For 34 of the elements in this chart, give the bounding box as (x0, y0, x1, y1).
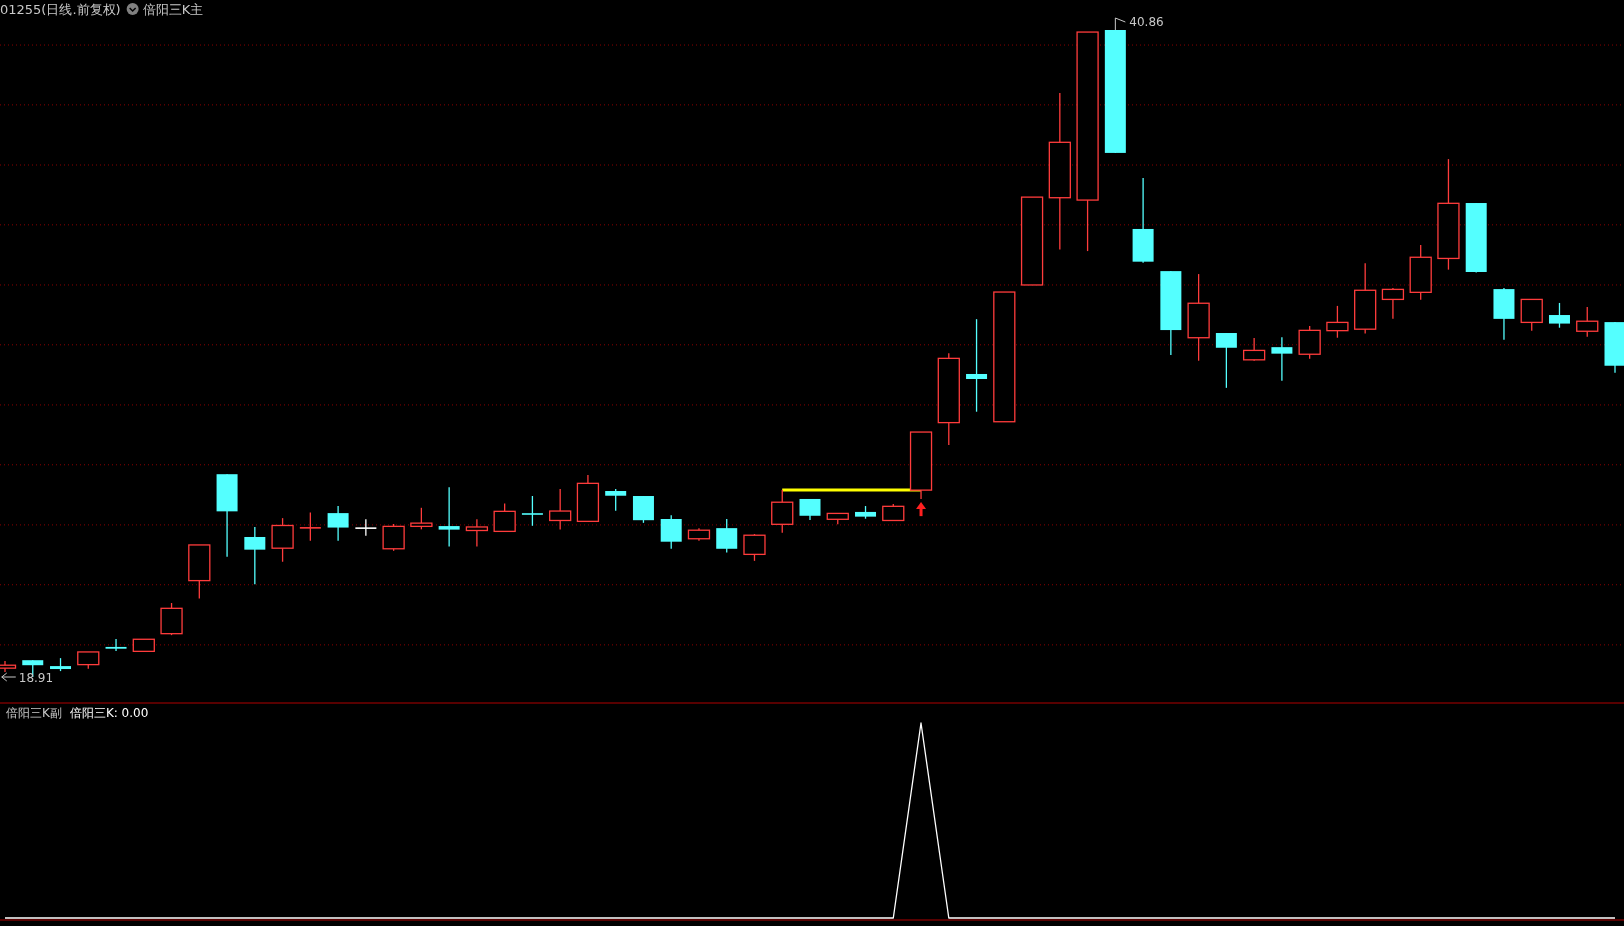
candlestick (549, 488, 572, 531)
candlestick (966, 318, 988, 413)
text: 40.86 (1129, 15, 1164, 29)
candlestick (605, 488, 627, 512)
candlestick (1520, 298, 1543, 332)
candlestick (1576, 306, 1599, 338)
candlestick (1381, 287, 1405, 320)
candlestick (1271, 336, 1293, 382)
candlestick (465, 518, 489, 548)
candlestick (244, 526, 266, 585)
candlestick (521, 495, 544, 527)
candlestick (438, 486, 460, 548)
candlestick (1215, 332, 1237, 389)
candlestick (299, 511, 322, 542)
candlestick (382, 523, 405, 552)
candlestick (493, 502, 516, 533)
chart-title: 倍阳三K副 (6, 706, 62, 720)
candlestick (660, 514, 682, 550)
candlestick (1548, 302, 1570, 329)
text: 倍阳三K: 0.00 (69, 706, 149, 720)
chart-title: 01255(日线.前复权) (0, 2, 121, 17)
candlestick (354, 518, 378, 537)
candlestick (716, 518, 738, 554)
candlestick (327, 505, 349, 542)
chart-subtitle: 倍阳三K主 (142, 2, 204, 17)
candlestick (271, 517, 294, 563)
candlestick (410, 507, 433, 530)
candlestick (771, 489, 794, 534)
annotation: 18.91 (18, 671, 54, 685)
candlestick (743, 533, 766, 562)
candlestick (1326, 305, 1349, 339)
candlestick (105, 638, 127, 652)
candlestick (1298, 325, 1321, 360)
candlestick (1242, 337, 1266, 362)
